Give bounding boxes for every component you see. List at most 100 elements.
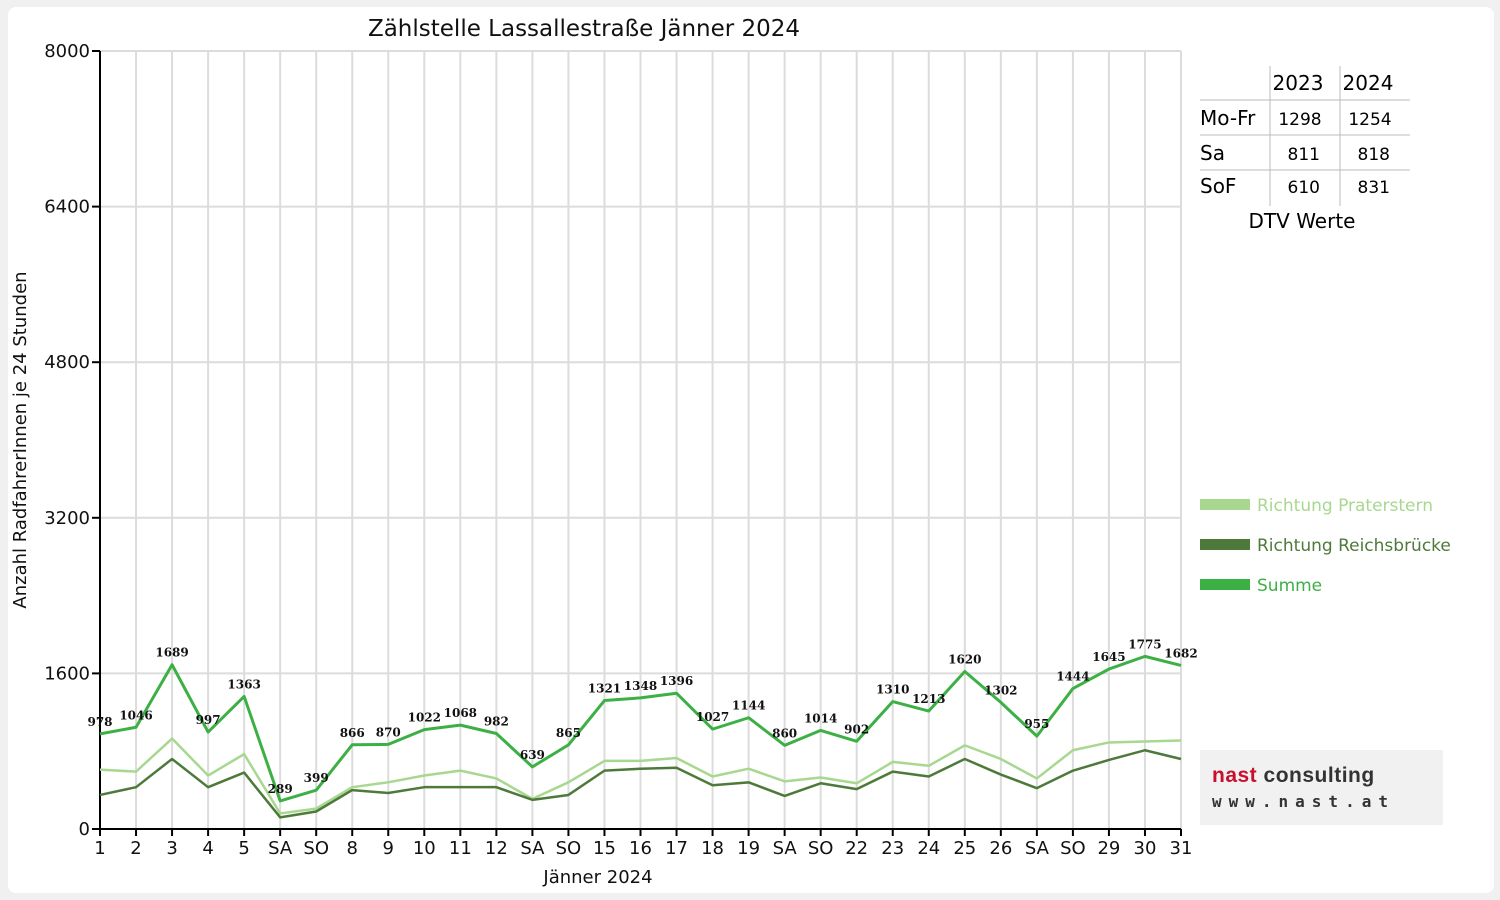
data-label: 902 <box>844 722 869 736</box>
dtv-table: 2023 2024 Mo-Fr 1298 1254 Sa 811 818 SoF… <box>1200 66 1410 233</box>
legend: Richtung Praterstern Richtung Reichsbrück… <box>1200 496 1451 596</box>
chart-frame <box>8 7 1494 893</box>
logo-name: nast consulting <box>1212 764 1375 788</box>
x-tick-label: SA <box>268 838 293 859</box>
x-tick-label: 11 <box>449 838 472 859</box>
data-label: 1213 <box>912 692 945 706</box>
x-tick-label: 5 <box>238 838 249 859</box>
x-tick-label: SO <box>303 838 329 859</box>
x-tick-label: 15 <box>593 838 616 859</box>
x-tick-label: 3 <box>166 838 177 859</box>
data-label: 997 <box>196 713 221 727</box>
dtv-cell: 811 <box>1288 145 1320 165</box>
x-tick-label: 2 <box>130 838 141 859</box>
data-label: 865 <box>556 726 581 740</box>
dtv-cell: 610 <box>1288 178 1320 198</box>
data-label: 982 <box>484 715 509 729</box>
x-tick-label: 22 <box>845 838 868 859</box>
data-label: 1645 <box>1092 650 1125 664</box>
dtv-caption: DTV Werte <box>1249 209 1356 233</box>
dtv-row-label: SoF <box>1200 174 1236 198</box>
logo-name-first: nast <box>1212 764 1258 787</box>
dtv-header-2024: 2024 <box>1343 71 1394 95</box>
dtv-cell: 831 <box>1358 178 1390 198</box>
data-label: 870 <box>376 725 401 739</box>
x-tick-label: 24 <box>917 838 940 859</box>
x-tick-label: 17 <box>665 838 688 859</box>
y-tick-label: 8000 <box>44 41 90 62</box>
data-label: 1775 <box>1128 637 1161 651</box>
data-label: 399 <box>304 771 329 785</box>
data-label: 1396 <box>660 674 693 688</box>
data-label: 1348 <box>624 679 657 693</box>
x-tick-label: 8 <box>347 838 358 859</box>
data-label: 1682 <box>1164 646 1197 660</box>
y-axis-label: Anzahl RadfahrerInnen je 24 Stunden <box>10 271 31 608</box>
data-label: 1310 <box>876 683 909 697</box>
data-labels: 978 1046 1689 997 1363 289 399 866 870 1022 1068 98… <box>87 637 1197 796</box>
x-tick-label: 31 <box>1170 838 1193 859</box>
x-tick-label: SA <box>1025 838 1050 859</box>
data-label: 1363 <box>227 677 260 691</box>
legend-swatch <box>1200 499 1250 510</box>
legend-entry: Summe <box>1257 576 1322 596</box>
x-tick-label: SO <box>1060 838 1086 859</box>
dtv-header-2023: 2023 <box>1273 71 1324 95</box>
chart-title: Zählstelle Lassallestraße Jänner 2024 <box>368 16 800 42</box>
legend-swatch <box>1200 539 1250 550</box>
data-label: 860 <box>772 726 797 740</box>
dtv-row-label: Sa <box>1200 141 1225 165</box>
nast-consulting-logo: nast consulting www.nast.at <box>1200 750 1443 825</box>
x-tick-label: SA <box>520 838 545 859</box>
y-tick-label: 3200 <box>44 508 90 529</box>
data-label: 1444 <box>1056 670 1089 684</box>
grid-lines <box>100 50 1182 829</box>
dtv-cell: 1254 <box>1348 110 1391 130</box>
x-tick-label: 18 <box>701 838 724 859</box>
dtv-cell: 818 <box>1358 145 1390 165</box>
x-tick-label: 1 <box>94 838 105 859</box>
x-tick-label: SO <box>808 838 834 859</box>
data-label: 1689 <box>155 646 188 660</box>
x-tick-label: 9 <box>383 838 394 859</box>
logo-url: www.nast.at <box>1212 792 1395 811</box>
x-axis-ticks: 1 2 3 4 5 SA SO 8 9 10 11 12 SA SO 15 16 17 18 19 SA SO 22 23 2… <box>94 829 1192 859</box>
legend-swatch <box>1200 579 1250 590</box>
x-tick-label: 30 <box>1134 838 1157 859</box>
data-label: 1022 <box>408 711 441 725</box>
data-label: 1027 <box>696 710 729 724</box>
data-label: 289 <box>268 782 293 796</box>
data-label: 1144 <box>732 699 765 713</box>
x-tick-label: 29 <box>1097 838 1120 859</box>
x-tick-label: SO <box>556 838 582 859</box>
dtv-row-label: Mo-Fr <box>1200 106 1256 130</box>
logo-name-rest: consulting <box>1257 764 1375 787</box>
data-label: 1046 <box>119 708 152 722</box>
series-line <box>99 737 1182 815</box>
data-label: 1620 <box>948 652 981 666</box>
data-label: 1014 <box>804 711 837 725</box>
x-tick-label: 12 <box>485 838 508 859</box>
series-line <box>99 748 1182 819</box>
data-label: 1068 <box>444 706 477 720</box>
y-axis-ticks: 0 1600 3200 4800 6400 8000 <box>44 41 100 840</box>
y-tick-label: 6400 <box>44 197 90 218</box>
x-axis-label: Jänner 2024 <box>542 867 652 888</box>
data-label: 955 <box>1024 717 1049 731</box>
y-tick-label: 1600 <box>44 663 90 684</box>
data-label: 978 <box>87 715 112 729</box>
x-tick-label: 25 <box>953 838 976 859</box>
x-tick-label: 23 <box>881 838 904 859</box>
legend-entry: Richtung Reichsbrücke <box>1257 536 1451 556</box>
x-tick-label: 16 <box>629 838 652 859</box>
series-line <box>99 654 1182 803</box>
data-label: 866 <box>340 726 365 740</box>
data-label: 1302 <box>984 683 1017 697</box>
x-tick-label: 19 <box>737 838 760 859</box>
x-tick-label: SA <box>773 838 798 859</box>
legend-entry: Richtung Praterstern <box>1257 496 1433 516</box>
y-tick-label: 0 <box>79 819 90 840</box>
y-tick-label: 4800 <box>44 352 90 373</box>
series-lines <box>99 654 1182 819</box>
